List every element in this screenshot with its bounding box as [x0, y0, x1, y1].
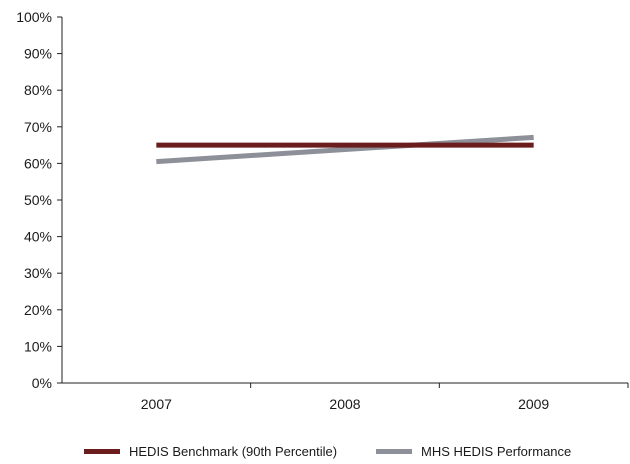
legend-label-hedis-benchmark: HEDIS Benchmark (90th Percentile) — [129, 444, 338, 459]
legend-swatch-hedis-benchmark — [84, 449, 120, 454]
x-tick-label: 2009 — [518, 396, 549, 412]
legend-swatch-mhs-performance — [376, 449, 412, 454]
y-tick-label: 70% — [24, 119, 52, 135]
legend-label-mhs-performance: MHS HEDIS Performance — [421, 444, 572, 459]
legend-item-hedis-benchmark: HEDIS Benchmark (90th Percentile) — [84, 444, 337, 459]
y-tick-label: 0% — [32, 375, 52, 391]
y-tick-label: 10% — [24, 338, 52, 354]
series-lines — [156, 134, 534, 165]
y-tick-label: 90% — [24, 46, 52, 62]
legend-item-mhs-performance: MHS HEDIS Performance — [376, 444, 571, 459]
legend: HEDIS Benchmark (90th Percentile) MHS HE… — [0, 444, 630, 464]
chart-axes — [61, 17, 628, 384]
x-axis-ticks: 2007 2008 2009 — [141, 383, 629, 412]
y-tick-label: 50% — [24, 192, 52, 208]
y-axis-ticks: 0% 10% 20% 30% 40% 50% 60% 70% 80% 90% 100% — [16, 9, 62, 391]
y-tick-label: 40% — [24, 229, 52, 245]
y-tick-label: 100% — [16, 9, 52, 25]
y-tick-label: 20% — [24, 302, 52, 318]
x-tick-label: 2007 — [141, 396, 172, 412]
y-tick-label: 60% — [24, 155, 52, 171]
x-tick-label: 2008 — [329, 396, 360, 412]
series-line-1 — [156, 134, 534, 165]
y-tick-label: 80% — [24, 82, 52, 98]
y-tick-label: 30% — [24, 265, 52, 281]
